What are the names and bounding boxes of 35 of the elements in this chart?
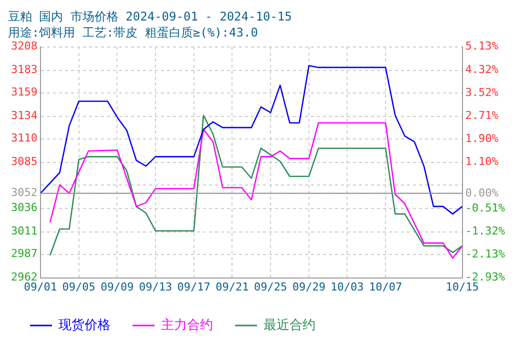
y2-tick-label: 1.10% bbox=[465, 155, 499, 168]
x-tick-label: 09/13 bbox=[138, 280, 172, 294]
x-tick-label: 10/07 bbox=[369, 280, 402, 294]
x-tick-label: 10/03 bbox=[330, 280, 364, 294]
y2-tick-label: 4.32% bbox=[465, 62, 499, 76]
y2-tick-label: -0.51% bbox=[465, 201, 506, 214]
y-tick-label: 3085 bbox=[10, 155, 38, 168]
y-tick-label: 2987 bbox=[10, 247, 38, 260]
y-tick-label: 3183 bbox=[10, 63, 38, 76]
y2-tick-label: 0.00% bbox=[465, 186, 499, 200]
y-tick-label: 3110 bbox=[10, 132, 38, 145]
chart-title: 豆粕 国内 市场价格 2024-09-01 - 2024-10-15 bbox=[8, 9, 292, 24]
x-tick-label: 09/01 bbox=[24, 280, 58, 294]
y-tick-label: 3134 bbox=[10, 109, 38, 122]
y-tick-label: 3011 bbox=[10, 224, 38, 238]
chart-subtitle: 用途:饲料用 工艺:带皮 粗蛋白质≥(%):43.0 bbox=[8, 26, 258, 40]
y2-tick-label: 2.71% bbox=[465, 109, 499, 122]
x-tick-label: 09/17 bbox=[177, 280, 210, 294]
legend-label: 最近合约 bbox=[264, 318, 316, 333]
x-tick-label: 09/09 bbox=[100, 280, 134, 294]
y-tick-label: 3052 bbox=[10, 186, 38, 200]
y2-tick-label: 1.90% bbox=[465, 132, 499, 146]
y-tick-label: 3208 bbox=[10, 40, 38, 53]
legend-label: 现货价格 bbox=[58, 318, 110, 333]
y2-tick-label: 3.52% bbox=[465, 86, 499, 99]
y-tick-label: 3159 bbox=[10, 86, 38, 99]
x-tick-label: 09/21 bbox=[216, 280, 249, 294]
y2-tick-label: -1.32% bbox=[465, 224, 506, 238]
x-tick-label: 09/05 bbox=[62, 280, 96, 294]
x-tick-label: 09/25 bbox=[254, 280, 288, 294]
y2-tick-label: -2.13% bbox=[465, 248, 506, 261]
legend-label: 主力合约 bbox=[161, 316, 213, 333]
x-tick-label: 09/29 bbox=[292, 280, 326, 294]
y-tick-label: 3036 bbox=[10, 201, 38, 214]
y2-tick-label: 5.13% bbox=[465, 40, 499, 53]
